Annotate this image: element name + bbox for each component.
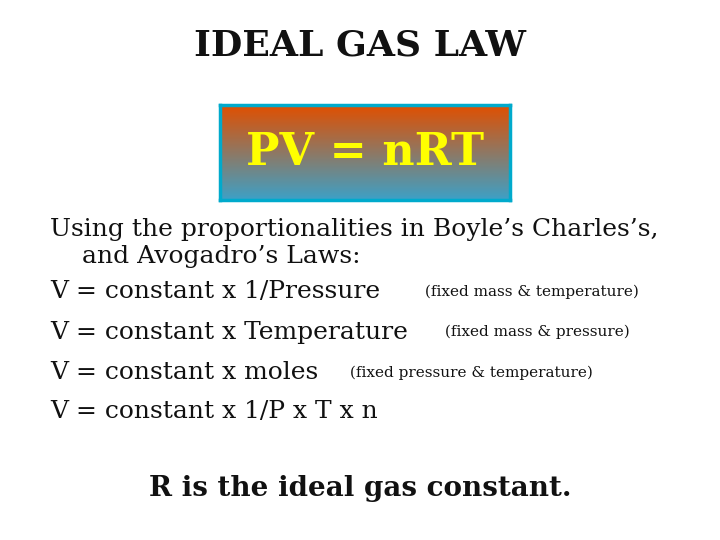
Text: V = constant x Temperature: V = constant x Temperature xyxy=(50,321,408,343)
Text: (fixed pressure & temperature): (fixed pressure & temperature) xyxy=(345,366,593,380)
Text: V = constant x 1/Pressure: V = constant x 1/Pressure xyxy=(50,280,380,303)
Text: PV = nRT: PV = nRT xyxy=(246,131,484,174)
Text: Using the proportionalities in Boyle’s Charles’s,: Using the proportionalities in Boyle’s C… xyxy=(50,218,659,241)
Text: V = constant x 1/P x T x n: V = constant x 1/P x T x n xyxy=(50,400,378,423)
Text: R is the ideal gas constant.: R is the ideal gas constant. xyxy=(149,475,571,502)
Text: (fixed mass & pressure): (fixed mass & pressure) xyxy=(440,325,630,339)
Text: (fixed mass & temperature): (fixed mass & temperature) xyxy=(420,285,639,299)
Text: IDEAL GAS LAW: IDEAL GAS LAW xyxy=(194,29,526,63)
Text: and Avogadro’s Laws:: and Avogadro’s Laws: xyxy=(50,245,361,268)
Text: V = constant x moles: V = constant x moles xyxy=(50,361,318,384)
